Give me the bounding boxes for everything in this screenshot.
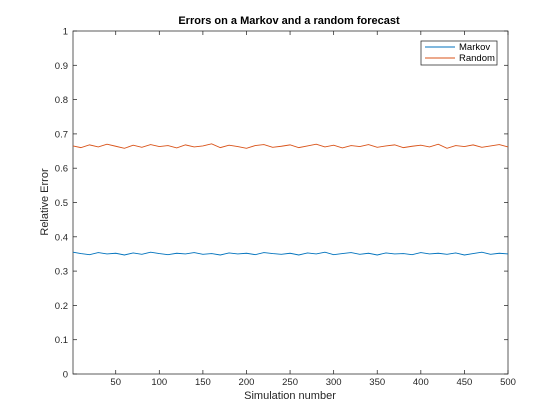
- series-line-random: [72, 143, 509, 149]
- x-tick-label: 350: [369, 377, 385, 388]
- y-tick-label: 0.5: [55, 198, 68, 209]
- x-tick-label: 300: [326, 377, 342, 388]
- y-tick-label: 0.3: [55, 267, 68, 278]
- y-tick-label: 0.7: [55, 129, 68, 140]
- y-tick-label: 1: [63, 27, 68, 38]
- x-tick-label: 100: [151, 377, 167, 388]
- x-axis: 50 100 150 200 250 300 350 400 450 500: [110, 31, 516, 388]
- chart-title: Errors on a Markov and a random forecast: [178, 15, 400, 27]
- x-tick-label: 500: [500, 377, 516, 388]
- x-tick-label: 450: [456, 377, 472, 388]
- plot-area: [72, 30, 509, 375]
- y-tick-label: 0.1: [55, 335, 68, 346]
- series-lines: [72, 143, 509, 256]
- y-tick-label: 0.4: [55, 232, 68, 243]
- y-tick-label: 0.9: [55, 61, 68, 72]
- y-tick-label: 0.8: [55, 95, 68, 106]
- y-axis: 0 0.1 0.2 0.3 0.4 0.5 0.6 0.7 0.8 0.9 1: [55, 27, 508, 381]
- x-tick-label: 150: [195, 377, 211, 388]
- legend-label-random: Random: [459, 53, 495, 64]
- x-tick-label: 250: [282, 377, 298, 388]
- x-axis-label: Simulation number: [244, 390, 336, 402]
- x-tick-label: 200: [239, 377, 255, 388]
- x-tick-label: 400: [413, 377, 429, 388]
- series-line-markov: [72, 251, 509, 256]
- legend-box: [420, 40, 498, 66]
- y-axis-label: Relative Error: [39, 168, 51, 236]
- y-tick-label: 0.6: [55, 164, 68, 175]
- legend-label-markov: Markov: [459, 42, 490, 53]
- y-tick-label: 0: [63, 370, 68, 381]
- y-tick-label: 0.2: [55, 301, 68, 312]
- x-tick-label: 50: [110, 377, 121, 388]
- legend: Markov Random: [420, 40, 498, 66]
